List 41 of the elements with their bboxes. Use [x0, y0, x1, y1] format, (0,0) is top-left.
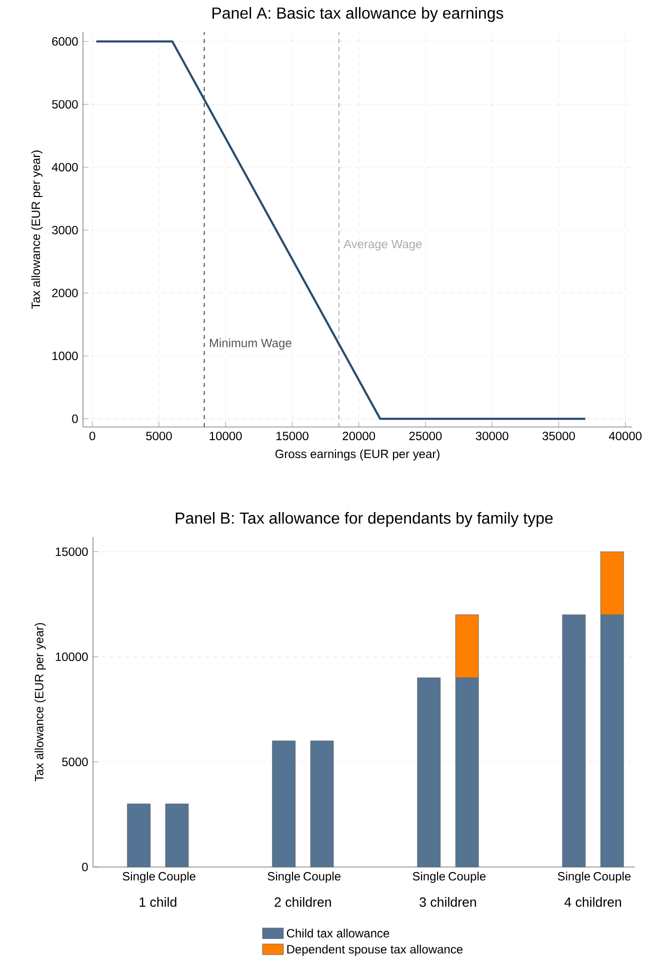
- x-tick-label: Single: [122, 872, 155, 883]
- x-tick-label: 25000: [409, 432, 442, 440]
- y-tick-label: 0: [72, 414, 78, 424]
- y-tick-label: 5000: [52, 100, 78, 109]
- text: 3 children: [419, 897, 476, 907]
- y-tick-label: 0: [82, 862, 88, 872]
- text: 2 children: [274, 897, 331, 907]
- x-tick-label: 30000: [476, 432, 508, 440]
- x-tick-label: 10000: [210, 432, 242, 440]
- x-tick-label: Single: [267, 872, 300, 883]
- text: 1 child: [139, 897, 176, 907]
- x-tick-label: 40000: [608, 432, 642, 440]
- legend-label: Dependent spouse tax allowance: [287, 944, 462, 956]
- chart-title: Panel A: Basic tax allowance by earnings: [212, 7, 503, 22]
- chart-title: Panel B: Tax allowance for dependants by family type: [176, 512, 552, 527]
- y-axis-title: Tax allowance (EUR per year): [34, 623, 46, 782]
- x-tick-label: 20000: [342, 432, 375, 440]
- x-tick-label: Couple: [448, 872, 486, 883]
- x-tick-label: 15000: [276, 432, 308, 440]
- x-tick-label: Couple: [158, 872, 196, 883]
- x-tick-label: 0: [89, 432, 95, 440]
- x-tick-label: 35000: [542, 432, 575, 440]
- y-tick-label: 2000: [52, 288, 78, 298]
- y-tick-label: 4000: [52, 162, 78, 172]
- y-tick-label: 3000: [52, 226, 78, 234]
- ref-line-label: Minimum Wage: [210, 338, 292, 350]
- x-tick-label: Single: [558, 872, 590, 883]
- text: 4 children: [564, 897, 621, 907]
- x-tick-label: Couple: [593, 872, 630, 883]
- legend-label: Child tax allowance: [286, 928, 389, 938]
- y-tick-label: 6000: [52, 37, 78, 46]
- x-tick-label: Single: [412, 872, 445, 883]
- y-tick-label: 15000: [56, 547, 88, 556]
- y-tick-label: 5000: [62, 758, 88, 766]
- x-axis-title: Gross earnings (EUR per year): [275, 449, 440, 461]
- ref-line-label: Average Wage: [343, 240, 422, 251]
- y-axis-title: Tax allowance (EUR per year): [31, 150, 42, 309]
- y-tick-label: 10000: [56, 652, 88, 662]
- x-tick-label: 5000: [146, 432, 172, 440]
- x-tick-label: Couple: [303, 872, 340, 883]
- y-tick-label: 1000: [52, 352, 78, 360]
